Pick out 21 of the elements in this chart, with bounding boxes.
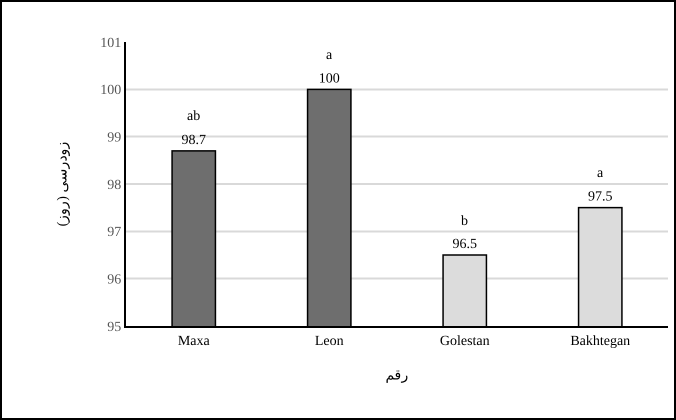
y-tick-label: 100 (100, 83, 122, 98)
data-label: 98.7 (182, 132, 206, 148)
x-tick-label: Golestan (440, 334, 490, 349)
data-label: 96.5 (452, 237, 477, 252)
annotation: ab (187, 109, 200, 124)
x-tick-label: Bakhtegan (570, 334, 630, 349)
x-tick-label: Leon (314, 334, 344, 349)
data-label: 97.5 (588, 190, 612, 205)
data-label: 100 (318, 71, 340, 86)
annotation: a (597, 166, 604, 181)
y-tick-label: 101 (100, 36, 122, 51)
x-axis-title: رقم (386, 368, 408, 384)
y-axis-title: زودرسی (روز) (55, 142, 70, 226)
y-tick-label: 98 (107, 178, 122, 193)
y-tick-label: 96 (107, 272, 122, 288)
annotation: a (326, 48, 333, 63)
y-tick-label: 97 (107, 225, 122, 240)
annotation: b (461, 214, 468, 229)
y-tick-label: 99 (107, 130, 122, 146)
x-tick-label: Maxa (178, 334, 210, 349)
y-tick-label: 95 (107, 320, 122, 335)
